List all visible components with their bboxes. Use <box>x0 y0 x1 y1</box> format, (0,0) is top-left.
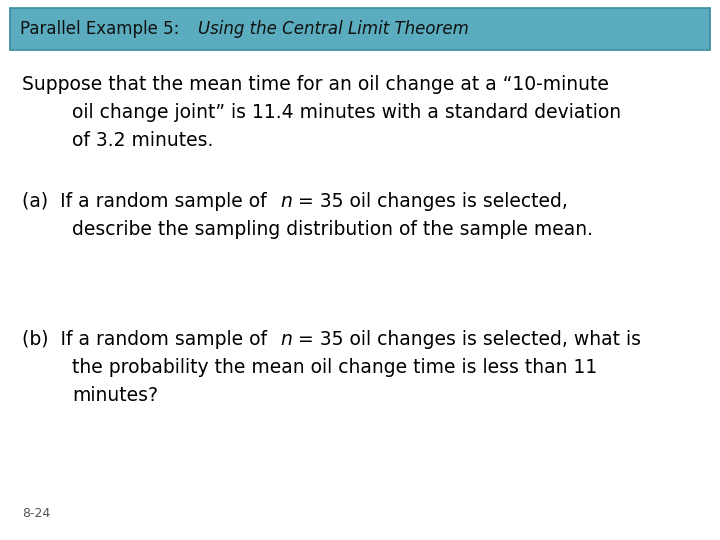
Text: = 35 oil changes is selected,: = 35 oil changes is selected, <box>292 192 568 211</box>
Text: minutes?: minutes? <box>72 386 158 405</box>
Text: (b)  If a random sample of: (b) If a random sample of <box>22 330 273 349</box>
Text: $n$: $n$ <box>280 330 292 349</box>
Text: oil change joint” is 11.4 minutes with a standard deviation: oil change joint” is 11.4 minutes with a… <box>72 103 621 122</box>
Text: Using the Central Limit Theorem: Using the Central Limit Theorem <box>198 20 469 38</box>
Text: describe the sampling distribution of the sample mean.: describe the sampling distribution of th… <box>72 220 593 239</box>
Text: $n$: $n$ <box>280 192 292 211</box>
Text: Parallel Example 5:: Parallel Example 5: <box>20 20 190 38</box>
Text: of 3.2 minutes.: of 3.2 minutes. <box>72 131 213 150</box>
Text: Suppose that the mean time for an oil change at a “10-minute: Suppose that the mean time for an oil ch… <box>22 75 609 94</box>
Text: 8-24: 8-24 <box>22 507 50 520</box>
Text: = 35 oil changes is selected, what is: = 35 oil changes is selected, what is <box>292 330 641 349</box>
FancyBboxPatch shape <box>10 8 710 50</box>
Text: (a)  If a random sample of: (a) If a random sample of <box>22 192 273 211</box>
Text: the probability the mean oil change time is less than 11: the probability the mean oil change time… <box>72 358 598 377</box>
